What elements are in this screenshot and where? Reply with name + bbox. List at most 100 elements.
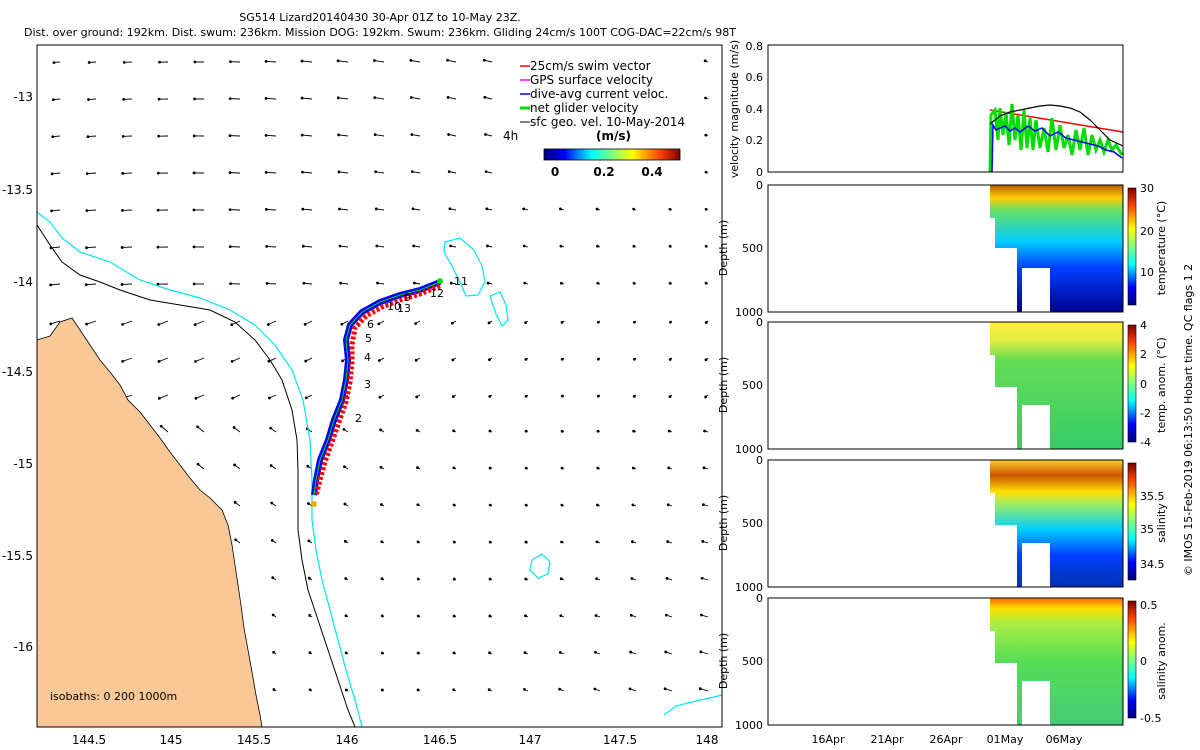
map-x-axis: 144.5 145 145.5 146 146.5 147 147.5 148 bbox=[72, 733, 719, 747]
cbar-tick: 34.5 bbox=[1140, 558, 1165, 571]
geo-velocity-arrowhead bbox=[558, 687, 562, 691]
geo-velocity-arrowhead bbox=[664, 650, 668, 654]
salinity-anomaly-cbar-label: salinity anom. bbox=[1155, 622, 1168, 700]
vel-y-tick: 0.2 bbox=[746, 134, 764, 147]
geo-velocity-arrowhead bbox=[85, 246, 88, 250]
geo-velocity-arrow bbox=[86, 246, 97, 249]
geo-velocity-arrowhead bbox=[85, 209, 89, 213]
geo-velocity-arrowhead bbox=[374, 170, 378, 174]
geo-velocity-arrowhead bbox=[416, 503, 420, 507]
geo-velocity-arrowhead bbox=[268, 396, 271, 400]
geo-velocity-arrowhead bbox=[344, 688, 348, 692]
geo-velocity-arrowhead bbox=[452, 503, 456, 507]
geo-velocity-arrow bbox=[447, 59, 457, 63]
cbar-tick: 0 bbox=[1140, 655, 1147, 668]
x-tick-label: 147.5 bbox=[603, 733, 637, 747]
geo-velocity-arrowhead bbox=[666, 540, 670, 543]
map-frame bbox=[36, 44, 723, 728]
geo-velocity-arrowhead bbox=[593, 687, 597, 691]
geo-velocity-arrowhead bbox=[344, 614, 348, 618]
geo-velocity-arrowhead bbox=[337, 133, 341, 137]
geo-velocity-arrowhead bbox=[232, 426, 236, 429]
geo-velocity-arrowhead bbox=[411, 170, 414, 174]
temp-anomaly-section bbox=[990, 322, 1123, 449]
salinity-colorbar bbox=[1127, 462, 1137, 581]
geo-velocity-arrowhead bbox=[157, 134, 161, 138]
vel-y-tick: 0 bbox=[756, 166, 763, 179]
depth-y-label: Depth (m) bbox=[717, 495, 730, 551]
y-tick-label: -13 bbox=[13, 90, 33, 104]
geo-velocity-arrowhead bbox=[85, 322, 88, 326]
geo-velocity-arrowhead bbox=[630, 577, 634, 580]
geo-velocity-arrow bbox=[266, 245, 277, 248]
geo-velocity-arrowhead bbox=[632, 429, 636, 433]
geo-velocity-arrowhead bbox=[300, 96, 304, 100]
geo-velocity-arrowhead bbox=[192, 171, 196, 175]
geo-velocity-arrowhead bbox=[157, 396, 161, 400]
geo-velocity-arrowhead bbox=[338, 244, 342, 248]
geo-velocity-arrowhead bbox=[339, 281, 342, 285]
y-tick-label: -16 bbox=[13, 640, 33, 654]
geo-velocity-arrowhead bbox=[121, 209, 124, 212]
y-tick-label: -14 bbox=[13, 275, 33, 289]
geo-velocity-arrowhead bbox=[596, 357, 600, 361]
depth-tick: 0 bbox=[756, 454, 763, 467]
legend-label: net glider velocity bbox=[530, 101, 638, 115]
geo-velocity-arrowhead bbox=[156, 282, 160, 286]
geo-velocity-arrow bbox=[338, 134, 349, 137]
geo-velocity-arrowhead bbox=[560, 540, 564, 544]
geo-velocity-arrowhead bbox=[412, 244, 416, 248]
day-label: 5 bbox=[365, 332, 372, 345]
geo-velocity-arrowhead bbox=[301, 207, 305, 211]
geo-velocity-arrowhead bbox=[338, 207, 341, 211]
geo-velocity-arrowhead bbox=[158, 60, 161, 64]
geo-velocity-arrowhead bbox=[301, 244, 305, 248]
geo-velocity-arrowhead bbox=[342, 428, 346, 431]
time-tick-label: 26Apr bbox=[929, 733, 963, 746]
cbar-tick: 0 bbox=[1140, 378, 1147, 391]
geo-velocity-arrowhead bbox=[156, 171, 160, 175]
geo-velocity-arrowhead bbox=[300, 133, 304, 137]
time-tick-label: 16Apr bbox=[811, 733, 845, 746]
geo-velocity-arrowhead bbox=[416, 540, 420, 544]
geo-velocity-arrowhead bbox=[524, 577, 528, 581]
geo-velocity-arrow bbox=[86, 209, 97, 212]
geo-velocity-arrowhead bbox=[49, 322, 53, 326]
velocity-series-geostrophic bbox=[989, 104, 1124, 147]
cbar-tick: -4 bbox=[1140, 436, 1151, 449]
geo-velocity-arrowhead bbox=[449, 244, 452, 248]
colorbar-tick: 0.4 bbox=[641, 165, 662, 179]
geo-velocity-arrow bbox=[338, 60, 349, 63]
geo-velocity-arrowhead bbox=[560, 503, 564, 507]
geo-velocity-arrowhead bbox=[264, 170, 268, 174]
depth-tick: 500 bbox=[742, 655, 763, 668]
geo-velocity-arrowhead bbox=[487, 688, 491, 692]
reef-outline-2 bbox=[489, 291, 509, 328]
geo-velocity-arrowhead bbox=[307, 576, 311, 580]
geo-velocity-arrowhead bbox=[667, 429, 671, 433]
geo-velocity-arrowhead bbox=[488, 651, 491, 655]
geo-velocity-arrowhead bbox=[373, 133, 377, 137]
geo-velocity-arrow bbox=[303, 245, 313, 248]
geo-velocity-arrowhead bbox=[524, 429, 528, 433]
time-tick-label: 06May bbox=[1046, 733, 1083, 746]
geo-velocity-arrowhead bbox=[668, 207, 672, 211]
day-label: 12 bbox=[430, 287, 444, 300]
geo-velocity-arrowhead bbox=[596, 244, 599, 248]
temp-anomaly-frame bbox=[767, 321, 1124, 450]
geo-velocity-arrow bbox=[374, 97, 385, 100]
geo-velocity-arrowhead bbox=[596, 281, 600, 285]
geo-velocity-arrow bbox=[86, 320, 97, 325]
depth-y-label: Depth (m) bbox=[717, 633, 730, 689]
x-tick-label: 146.5 bbox=[423, 733, 457, 747]
geo-velocity-arrowhead bbox=[264, 59, 268, 63]
vel-y-tick: 0.4 bbox=[746, 103, 764, 116]
cbar-tick: 10 bbox=[1140, 266, 1154, 279]
geo-velocity-arrowhead bbox=[228, 208, 232, 212]
geo-velocity-arrowhead bbox=[337, 170, 341, 174]
geo-velocity-arrowhead bbox=[482, 58, 486, 62]
geo-velocity-arrowhead bbox=[666, 503, 670, 507]
geo-velocity-arrow bbox=[50, 320, 61, 325]
geo-velocity-arrowhead bbox=[488, 429, 492, 433]
geo-velocity-arrowhead bbox=[409, 58, 413, 62]
